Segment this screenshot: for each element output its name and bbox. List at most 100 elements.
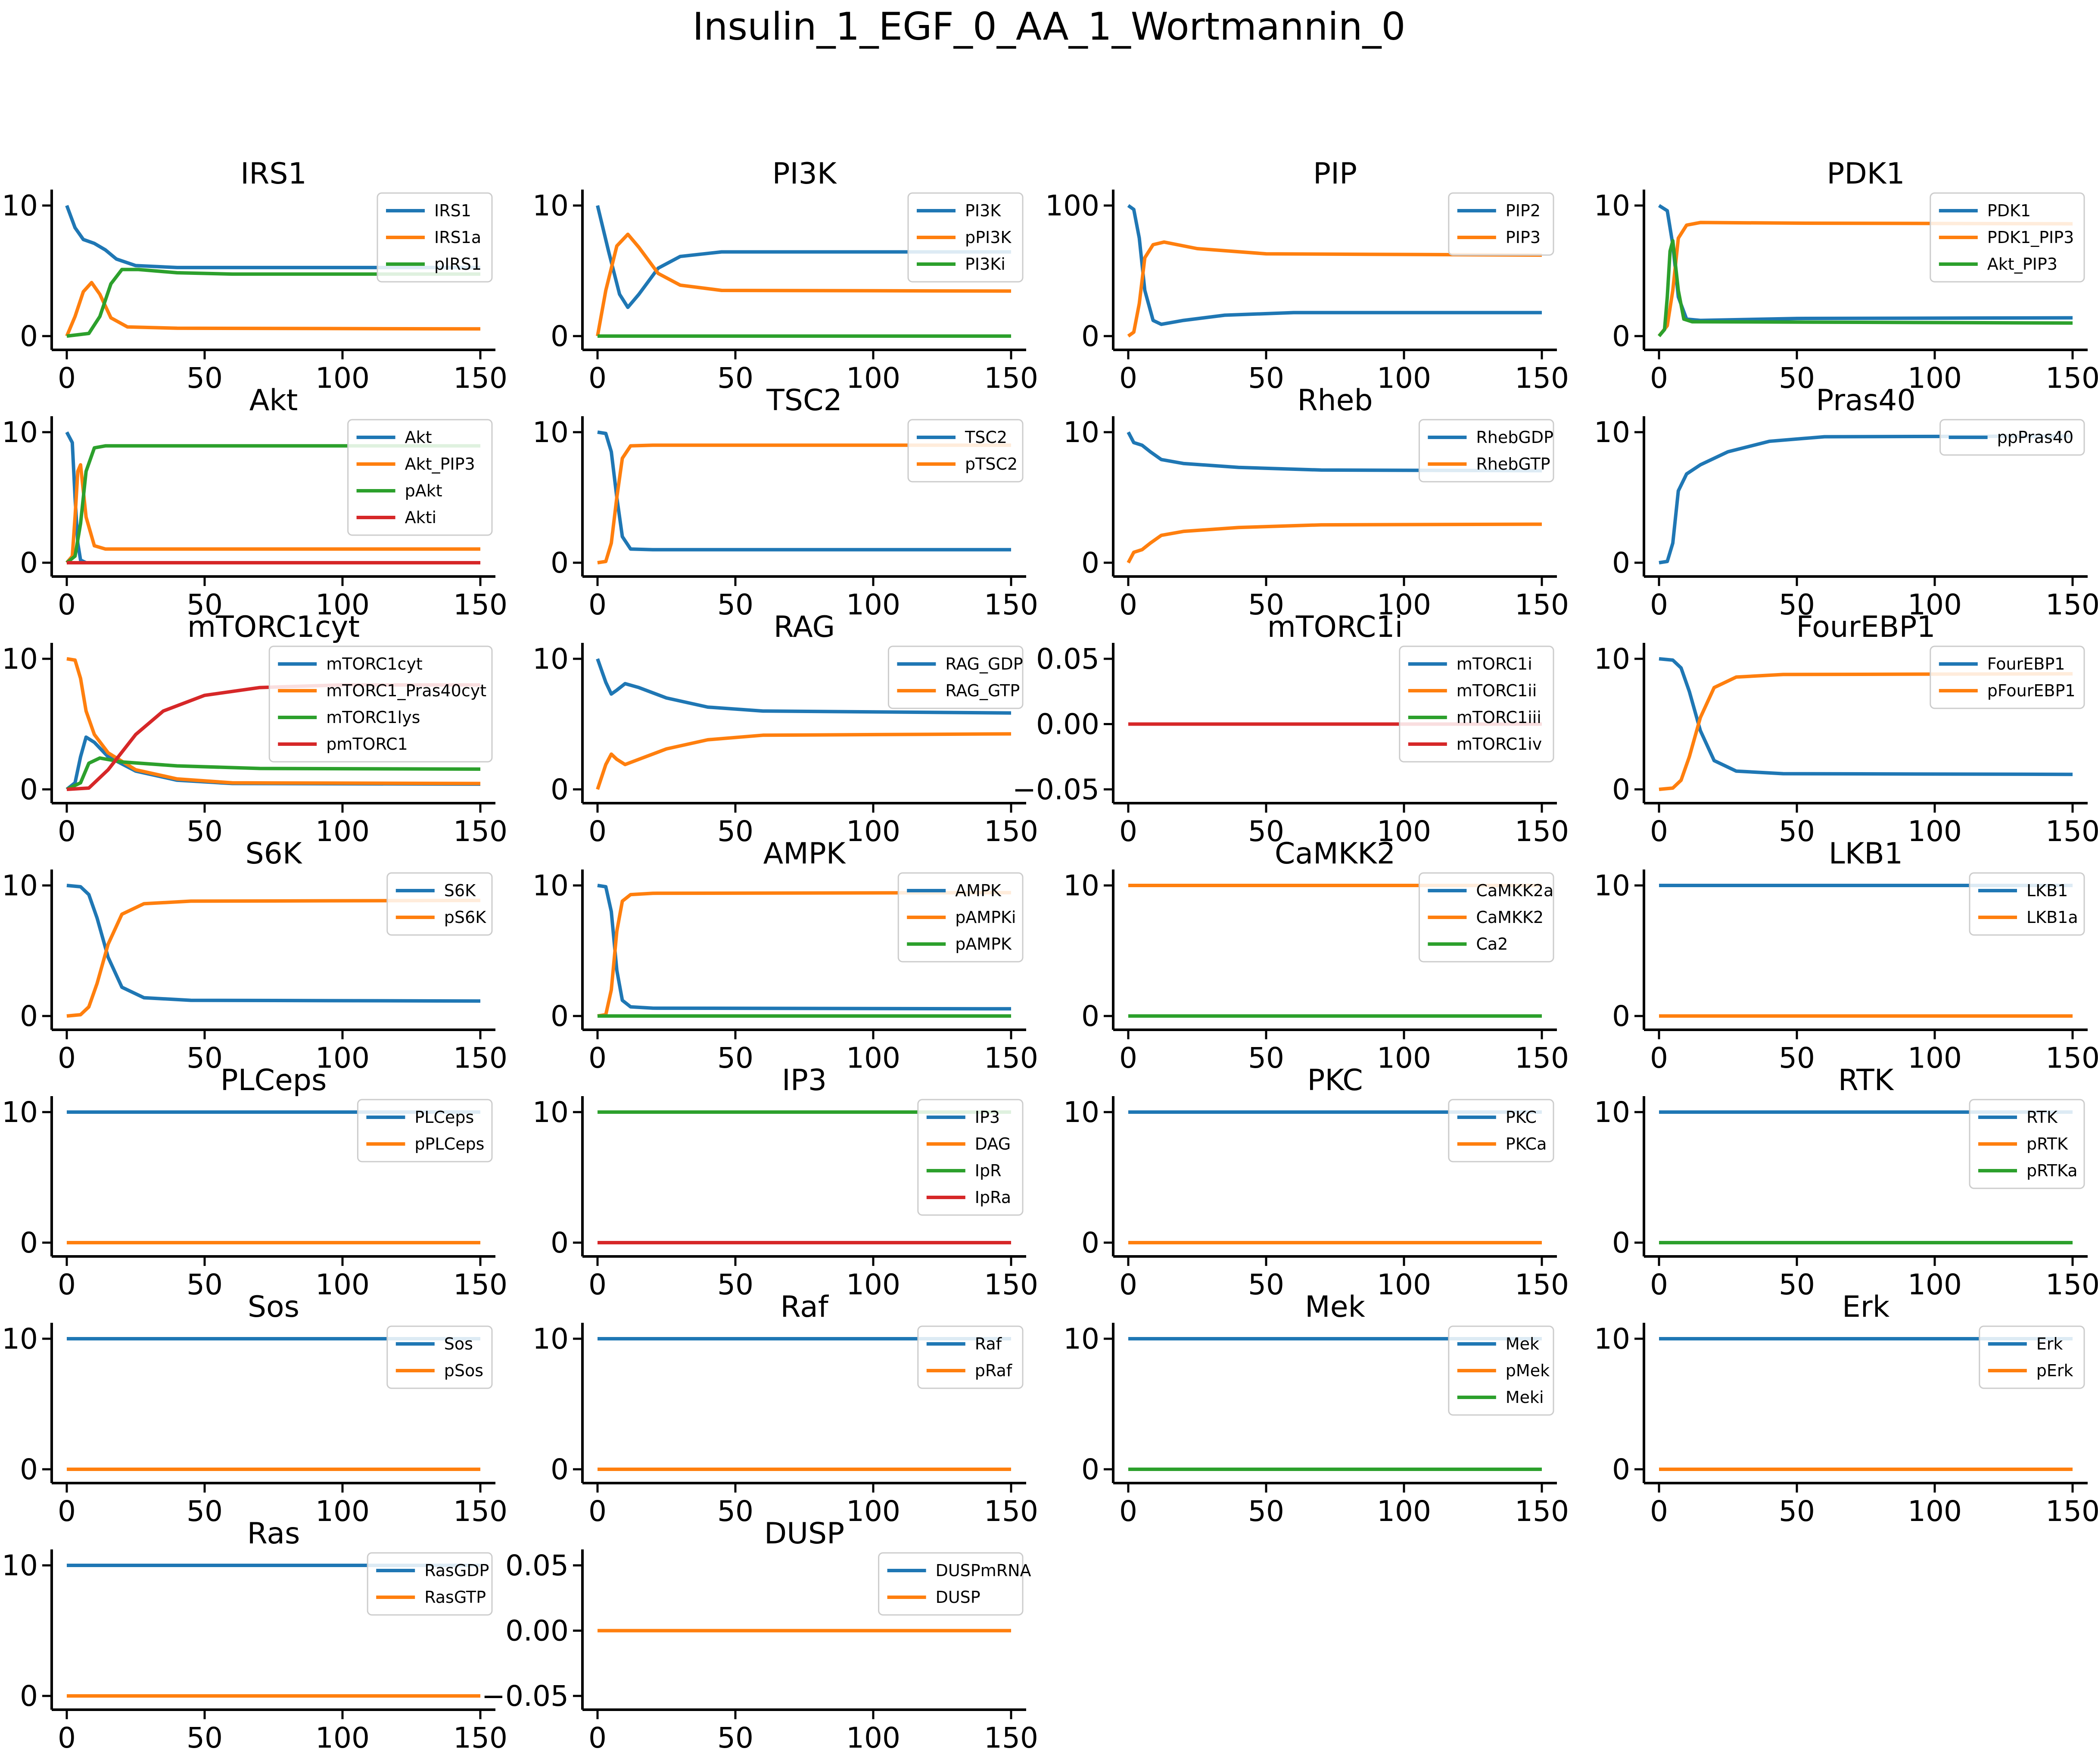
x-tick-label: 150 — [453, 815, 507, 848]
x-tick-label: 150 — [984, 1041, 1038, 1075]
y-tick-label: 0 — [551, 1453, 569, 1486]
x-tick-label: 0 — [588, 588, 607, 621]
subplot-raf: Raf 0 50 100 150 0 10 Raf pRaf — [532, 1290, 1038, 1528]
x-tick-label: 100 — [1377, 1268, 1431, 1301]
legend: mTORC1i mTORC1ii mTORC1iii mTORC1iv — [1399, 645, 1554, 763]
legend-box — [917, 1099, 1024, 1216]
x-tick-label: 150 — [984, 362, 1038, 395]
legend: TSC2 pTSC2 — [907, 419, 1024, 483]
legend-box — [1399, 645, 1554, 763]
legend-label: PIP3 — [1506, 228, 1541, 247]
x-tick-label: 50 — [1779, 1495, 1815, 1528]
x-tick-label: 0 — [1650, 1041, 1668, 1075]
x-tick-label: 0 — [58, 588, 76, 621]
series-line-mtorc1_pras40cyt — [66, 657, 481, 785]
legend-label: Akti — [405, 508, 436, 527]
x-tick-label: 150 — [984, 1721, 1038, 1755]
legend-label: RhebGTP — [1476, 455, 1550, 474]
x-tick-label: 150 — [453, 362, 507, 395]
legend-label: pRTK — [2026, 1134, 2068, 1153]
subplot-title: Ras — [247, 1517, 300, 1551]
x-tick-label: 0 — [1119, 1495, 1137, 1528]
subplot-camkk2: CaMKK2 0 50 100 150 0 10 CaMKK2a CaMKK2 Ca2 — [1063, 837, 1569, 1075]
x-tick-label: 0 — [1650, 1495, 1668, 1528]
legend-label: pIRS1 — [434, 255, 482, 274]
x-tick-label: 100 — [315, 588, 370, 621]
series-line-pppras40 — [1659, 434, 2073, 564]
x-tick-label: 150 — [2045, 1268, 2098, 1301]
subplot-akt: Akt 0 50 100 150 0 10 Akt Akt_PIP3 pAkt Akti — [2, 383, 507, 621]
subplot-ip3: IP3 0 50 100 150 0 10 IP3 DAG IpR IpRa — [532, 1063, 1038, 1301]
x-tick-label: 100 — [846, 1721, 900, 1755]
legend: Erk pErk — [1979, 1325, 2085, 1389]
y-tick-label: 0 — [1081, 1000, 1099, 1033]
legend-label: LKB1 — [2026, 881, 2068, 900]
y-tick-label: 10 — [1594, 642, 1630, 676]
x-tick-label: 50 — [1248, 1041, 1284, 1075]
x-tick-label: 50 — [717, 1268, 753, 1301]
y-tick-label: 10 — [532, 869, 569, 902]
x-tick-label: 50 — [717, 1721, 753, 1755]
legend-label: mTORC1cyt — [326, 654, 423, 673]
x-tick-label: 100 — [1908, 815, 1962, 848]
subplot-pip: PIP 0 50 100 150 0 100 PIP2 PIP3 — [1045, 157, 1569, 395]
y-tick-label: 0 — [1081, 546, 1099, 580]
legend-box — [357, 1099, 493, 1162]
legend-box — [1969, 872, 2085, 936]
legend-label: S6K — [444, 881, 476, 900]
legend: DUSPmRNA DUSP — [878, 1552, 1031, 1616]
x-tick-label: 50 — [1248, 815, 1284, 848]
y-tick-label: 10 — [2, 416, 38, 449]
x-tick-label: 150 — [1515, 588, 1569, 621]
legend-label: PDK1_PIP3 — [1987, 228, 2074, 247]
legend-label: pMek — [1506, 1361, 1550, 1380]
legend-label: PI3Ki — [965, 255, 1005, 274]
subplot-dusp: DUSP 0 50 100 150 −0.05 0.00 0.05 DUSPmRNA DUSP — [482, 1517, 1038, 1755]
legend-label: TSC2 — [965, 428, 1007, 447]
legend-label: IpR — [975, 1161, 1002, 1180]
y-tick-label: 0 — [20, 320, 38, 353]
legend-label: RTK — [2026, 1108, 2058, 1127]
y-tick-label: 0 — [20, 1680, 38, 1713]
legend-label: DUSP — [936, 1588, 981, 1607]
x-tick-label: 150 — [1515, 1041, 1569, 1075]
legend-label: CaMKK2a — [1476, 881, 1553, 900]
legend: PKC PKCa — [1448, 1099, 1554, 1162]
y-tick-label: 10 — [532, 1322, 569, 1356]
x-tick-label: 0 — [58, 1268, 76, 1301]
legend-box — [377, 192, 493, 283]
legend-label: pPLCeps — [414, 1134, 484, 1153]
legend-box — [917, 1325, 1024, 1389]
y-tick-label: 10 — [532, 416, 569, 449]
legend-box — [367, 1552, 493, 1616]
subplot-title: Akt — [249, 383, 298, 418]
x-tick-label: 0 — [588, 1495, 607, 1528]
x-tick-label: 150 — [453, 1268, 507, 1301]
subplot-mek: Mek 0 50 100 150 0 10 Mek pMek Meki — [1063, 1290, 1569, 1528]
legend-label: IRS1 — [434, 201, 471, 220]
legend-label: pAMPKi — [955, 908, 1016, 927]
subplot-sos: Sos 0 50 100 150 0 10 Sos pSos — [2, 1290, 507, 1528]
legend-label: Sos — [444, 1334, 473, 1353]
y-tick-label: 10 — [1594, 1096, 1630, 1129]
legend: PDK1 PDK1_PIP3 Akt_PIP3 — [1930, 192, 2085, 283]
x-tick-label: 50 — [1248, 362, 1284, 395]
y-tick-label: 10 — [1063, 1322, 1099, 1356]
x-tick-label: 0 — [58, 815, 76, 848]
subplot-title: PI3K — [772, 157, 837, 191]
x-tick-label: 150 — [984, 1495, 1038, 1528]
x-tick-label: 100 — [846, 588, 900, 621]
series-line-fourebp1 — [1659, 657, 2073, 776]
subplot-title: PKC — [1307, 1063, 1363, 1097]
x-tick-label: 0 — [58, 1041, 76, 1075]
figure-title: Insulin_1_EGF_0_AA_1_Wortmannin_0 — [692, 4, 1405, 49]
y-tick-label: 10 — [532, 189, 569, 222]
x-tick-label: 0 — [588, 1268, 607, 1301]
legend-box — [1979, 1325, 2085, 1389]
x-tick-label: 50 — [187, 1041, 223, 1075]
x-tick-label: 0 — [58, 1495, 76, 1528]
legend: CaMKK2a CaMKK2 Ca2 — [1418, 872, 1554, 963]
legend-box — [386, 1325, 493, 1389]
legend-box — [907, 419, 1024, 483]
y-tick-label: 10 — [2, 1322, 38, 1356]
